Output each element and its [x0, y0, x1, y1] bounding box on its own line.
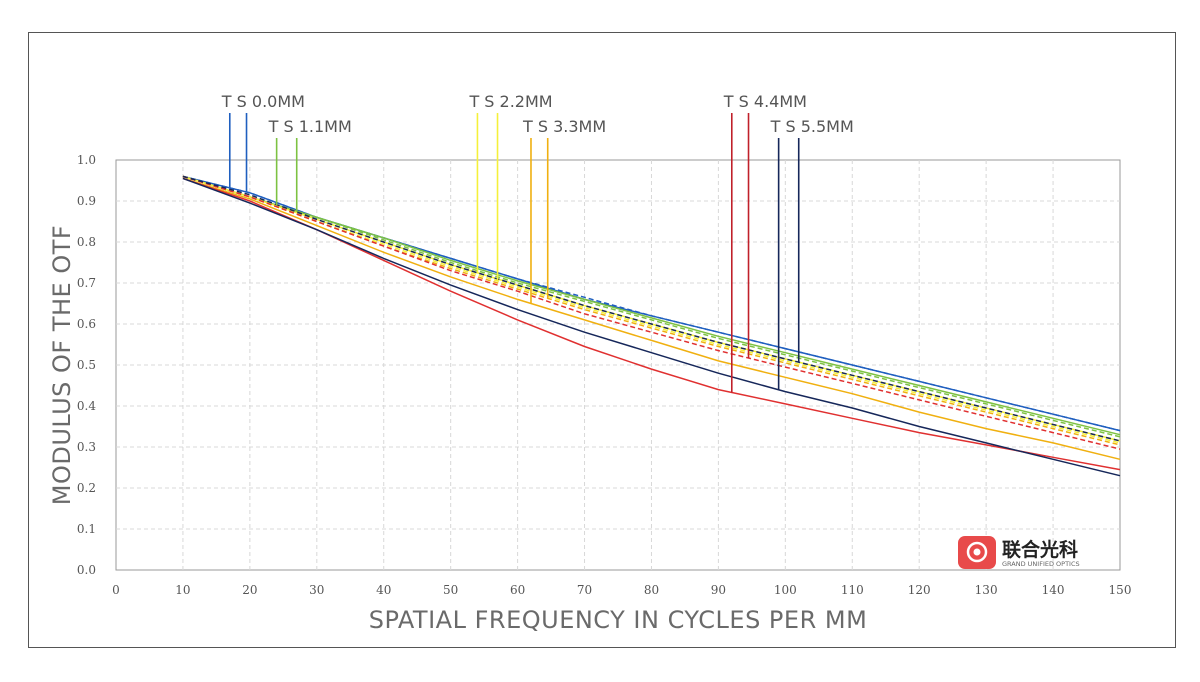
x-ticks: 0 10 20 30 40 50 60 70 80 90 100 110 120 130 140 150	[112, 583, 1131, 597]
field-label: T S 0.0MM	[221, 92, 305, 111]
field-label: T S 3.3MM	[522, 117, 606, 136]
x-tick-label: 150	[1109, 583, 1132, 597]
logo-subtitle: GRAND UNIFIED OPTICS	[1002, 560, 1080, 568]
x-tick-label: 30	[309, 583, 324, 597]
y-tick-label: 0.5	[77, 358, 96, 372]
field-markers: T S 0.0MM T S 1.1MM T S 2.2MM T S 3.3MM T S …	[221, 92, 854, 393]
x-axis-title: SPATIAL FREQUENCY IN CYCLES PER MM	[369, 606, 868, 634]
series-line	[182, 175, 1121, 450]
x-tick-label: 70	[577, 583, 592, 597]
series-line	[182, 175, 1121, 438]
x-tick-label: 40	[376, 583, 391, 597]
x-tick-label: 10	[175, 583, 190, 597]
x-tick-label: 0	[112, 583, 120, 597]
x-tick-label: 50	[443, 583, 458, 597]
x-tick-label: 90	[711, 583, 726, 597]
y-tick-label: 0.3	[77, 440, 96, 454]
y-tick-label: 0.6	[77, 317, 96, 331]
x-tick-label: 100	[774, 583, 797, 597]
logo-name: 联合光科	[1002, 538, 1078, 561]
y-tick-label: 0.4	[77, 399, 96, 413]
x-tick-label: 80	[644, 583, 659, 597]
field-label: T S 1.1MM	[268, 117, 352, 136]
x-tick-label: 130	[975, 583, 998, 597]
y-tick-label: 0.9	[77, 194, 96, 208]
logo-ring	[966, 541, 988, 563]
series-line	[182, 177, 1121, 461]
field-label: T S 5.5MM	[770, 117, 854, 136]
series-line	[182, 175, 1121, 446]
grid	[116, 160, 1120, 570]
y-tick-label: 0.1	[77, 522, 96, 536]
series-line	[182, 175, 1121, 442]
field-label: T S 4.4MM	[723, 92, 807, 111]
y-tick-label: 0.2	[77, 481, 96, 495]
series-lines	[182, 175, 1121, 477]
logo-dot	[973, 548, 981, 556]
brand-logo: 联合光科 GRAND UNIFIED OPTICS	[958, 536, 1080, 569]
x-tick-label: 20	[242, 583, 257, 597]
x-tick-label: 60	[510, 583, 525, 597]
field-label: T S 2.2MM	[468, 92, 552, 111]
x-tick-label: 120	[908, 583, 931, 597]
y-axis-title: MODULUS OF THE OTF	[48, 225, 76, 505]
y-tick-label: 0.7	[77, 276, 96, 290]
x-tick-label: 110	[841, 583, 864, 597]
x-tick-label: 140	[1042, 583, 1065, 597]
y-tick-label: 1.0	[77, 153, 96, 167]
y-tick-label: 0.8	[77, 235, 96, 249]
y-ticks: 0.0 0.1 0.2 0.3 0.4 0.5 0.6 0.7 0.8 0.9 1.0	[77, 153, 96, 577]
series-line	[182, 177, 1121, 477]
y-tick-label: 0.0	[77, 563, 96, 577]
